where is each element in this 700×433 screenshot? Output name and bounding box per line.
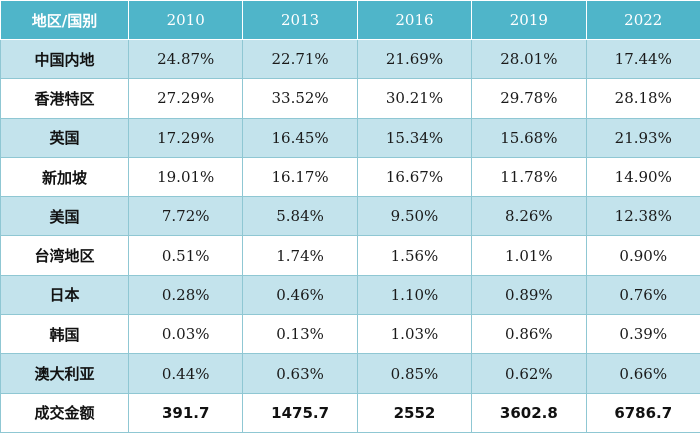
total-value-cell: 1475.7 (242, 392, 358, 433)
table-row: 中国内地 24.87% 22.71% 21.69% 28.01% 17.44% (0, 38, 700, 80)
table-row: 香港特区 27.29% 33.52% 30.21% 29.78% 28.18% (0, 78, 700, 119)
value-cell: 12.38% (585, 196, 700, 237)
value-cell: 8.26% (471, 196, 587, 237)
value-cell: 0.89% (471, 274, 587, 316)
region-label: 香港特区 (0, 78, 129, 119)
header-cell-year: 2013 (242, 0, 358, 40)
value-cell: 0.51% (127, 235, 244, 276)
value-cell: 16.17% (242, 156, 358, 198)
value-cell: 0.13% (242, 314, 358, 355)
value-cell: 1.74% (242, 235, 358, 276)
value-cell: 1.03% (356, 314, 473, 355)
table-row: 台湾地区 0.51% 1.74% 1.56% 1.01% 0.90% (0, 235, 700, 276)
value-cell: 28.01% (471, 38, 587, 80)
region-label: 台湾地区 (0, 235, 129, 276)
value-cell: 0.90% (585, 235, 700, 276)
table-row: 美国 7.72% 5.84% 9.50% 8.26% 12.38% (0, 196, 700, 237)
value-cell: 5.84% (242, 196, 358, 237)
value-cell: 0.63% (242, 353, 358, 394)
header-cell-year: 2010 (127, 0, 244, 40)
value-cell: 0.39% (585, 314, 700, 355)
value-cell: 15.68% (471, 117, 587, 158)
region-label: 美国 (0, 196, 129, 237)
value-cell: 21.69% (356, 38, 473, 80)
table-row: 新加坡 19.01% 16.17% 16.67% 11.78% 14.90% (0, 156, 700, 198)
table-row: 日本 0.28% 0.46% 1.10% 0.89% 0.76% (0, 274, 700, 316)
value-cell: 1.01% (471, 235, 587, 276)
value-cell: 0.66% (585, 353, 700, 394)
value-cell: 29.78% (471, 78, 587, 119)
value-cell: 17.29% (127, 117, 244, 158)
value-cell: 22.71% (242, 38, 358, 80)
value-cell: 15.34% (356, 117, 473, 158)
region-label: 新加坡 (0, 156, 129, 198)
value-cell: 21.93% (585, 117, 700, 158)
value-cell: 14.90% (585, 156, 700, 198)
value-cell: 19.01% (127, 156, 244, 198)
value-cell: 0.44% (127, 353, 244, 394)
value-cell: 1.56% (356, 235, 473, 276)
value-cell: 24.87% (127, 38, 244, 80)
value-cell: 0.62% (471, 353, 587, 394)
value-cell: 17.44% (585, 38, 700, 80)
total-value-cell: 6786.7 (585, 392, 700, 433)
value-cell: 0.85% (356, 353, 473, 394)
region-label: 英国 (0, 117, 129, 158)
value-cell: 16.67% (356, 156, 473, 198)
value-cell: 0.03% (127, 314, 244, 355)
value-cell: 0.46% (242, 274, 358, 316)
total-row: 成交金额 391.7 1475.7 2552 3602.8 6786.7 (0, 392, 700, 433)
total-value-cell: 391.7 (127, 392, 244, 433)
region-label: 韩国 (0, 314, 129, 355)
value-cell: 0.76% (585, 274, 700, 316)
value-cell: 30.21% (356, 78, 473, 119)
value-cell: 16.45% (242, 117, 358, 158)
table-row: 韩国 0.03% 0.13% 1.03% 0.86% 0.39% (0, 314, 700, 355)
header-cell-year: 2022 (585, 0, 700, 40)
header-cell-year: 2016 (356, 0, 473, 40)
header-cell-year: 2019 (471, 0, 587, 40)
value-cell: 28.18% (585, 78, 700, 119)
total-value-cell: 3602.8 (471, 392, 587, 433)
value-cell: 9.50% (356, 196, 473, 237)
total-value-cell: 2552 (356, 392, 473, 433)
header-cell-region: 地区/国别 (0, 0, 129, 40)
value-cell: 11.78% (471, 156, 587, 198)
table-row: 英国 17.29% 16.45% 15.34% 15.68% 21.93% (0, 117, 700, 158)
value-cell: 33.52% (242, 78, 358, 119)
value-cell: 7.72% (127, 196, 244, 237)
table-body: 中国内地 24.87% 22.71% 21.69% 28.01% 17.44% 香港特区 27… (0, 38, 700, 433)
value-cell: 0.28% (127, 274, 244, 316)
header-row: 地区/国别 2010 2013 2016 2019 2022 (0, 0, 700, 40)
region-label: 成交金额 (0, 392, 129, 433)
table-row: 澳大利亚 0.44% 0.63% 0.85% 0.62% 0.66% (0, 353, 700, 394)
value-cell: 0.86% (471, 314, 587, 355)
region-label: 中国内地 (0, 38, 129, 80)
region-label: 日本 (0, 274, 129, 316)
value-cell: 1.10% (356, 274, 473, 316)
region-label: 澳大利亚 (0, 353, 129, 394)
value-cell: 27.29% (127, 78, 244, 119)
